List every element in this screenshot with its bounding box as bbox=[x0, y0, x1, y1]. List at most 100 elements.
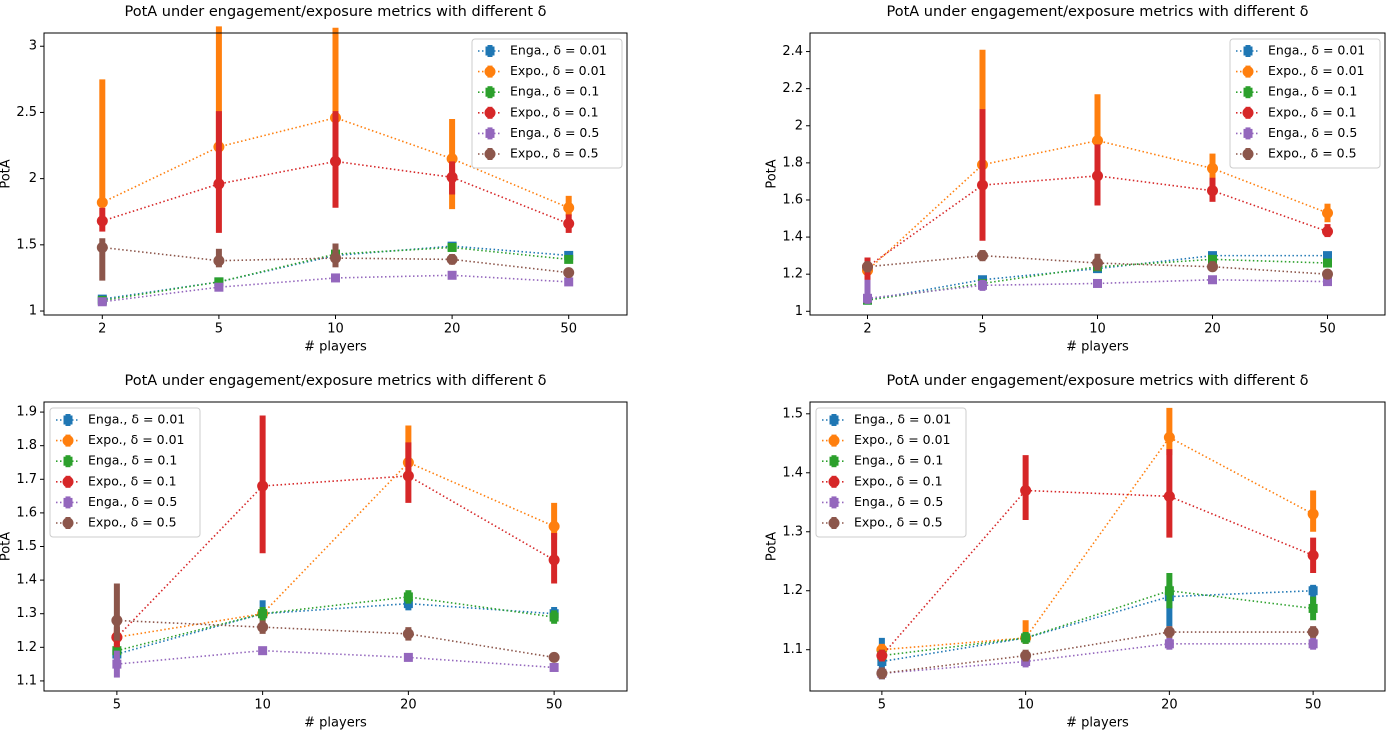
legend-label: Enga., δ = 0.5 bbox=[854, 494, 943, 509]
marker bbox=[977, 179, 988, 191]
marker bbox=[549, 612, 559, 622]
x-tick-label: 2 bbox=[863, 322, 871, 337]
x-tick-label: 50 bbox=[546, 698, 563, 713]
series-line bbox=[881, 643, 1314, 675]
legend-label: Expo., δ = 0.01 bbox=[510, 63, 606, 78]
y-tick-label: 1 bbox=[795, 304, 803, 319]
x-tick-label: 10 bbox=[327, 322, 344, 337]
series-line bbox=[881, 489, 1314, 657]
legend-label: Enga., δ = 0.01 bbox=[88, 412, 185, 427]
legend-label: Expo., δ = 0.1 bbox=[1268, 104, 1357, 119]
marker bbox=[876, 650, 888, 662]
x-tick-label: 20 bbox=[1204, 322, 1221, 337]
y-tick-label: 1.2 bbox=[782, 583, 803, 598]
marker bbox=[1307, 626, 1319, 638]
y-tick-label: 1.7 bbox=[16, 472, 37, 487]
marker bbox=[214, 277, 224, 287]
y-tick-label: 2 bbox=[795, 118, 803, 133]
legend-marker bbox=[485, 87, 495, 97]
y-tick-label: 1.6 bbox=[782, 192, 803, 207]
marker bbox=[563, 218, 575, 230]
y-tick-label: 2 bbox=[29, 171, 37, 186]
x-tick-label: 5 bbox=[113, 698, 121, 713]
x-tick-label: 20 bbox=[444, 322, 461, 337]
legend-label: Enga., δ = 0.1 bbox=[88, 453, 177, 468]
legend-marker bbox=[829, 456, 839, 466]
legend-marker bbox=[829, 497, 839, 507]
y-tick-label: 1.4 bbox=[16, 573, 37, 588]
marker bbox=[1092, 257, 1103, 269]
marker bbox=[549, 662, 559, 672]
marker bbox=[97, 297, 107, 307]
series-line bbox=[881, 631, 1314, 675]
legend-frame bbox=[49, 407, 201, 538]
legend-label: Expo., δ = 0.5 bbox=[1268, 146, 1357, 161]
marker bbox=[1208, 275, 1217, 285]
marker bbox=[548, 554, 560, 566]
legend: Enga., δ = 0.01 Expo., δ = 0.01 Enga., δ =… bbox=[815, 407, 967, 538]
marker bbox=[446, 253, 458, 265]
x-tick-label: 5 bbox=[878, 698, 886, 713]
legend-marker bbox=[484, 107, 496, 119]
y-tick-label: 1.5 bbox=[16, 539, 37, 554]
marker bbox=[1020, 484, 1032, 496]
y-axis-label: PotA bbox=[0, 532, 14, 561]
legend-label: Enga., δ = 0.01 bbox=[510, 43, 607, 58]
x-tick-label: 5 bbox=[215, 322, 223, 337]
marker bbox=[548, 651, 560, 663]
y-tick-label: 1.8 bbox=[782, 155, 803, 170]
series-line bbox=[867, 278, 1328, 300]
series-line bbox=[116, 649, 555, 669]
marker bbox=[1020, 650, 1032, 662]
y-tick-label: 1.2 bbox=[16, 640, 37, 655]
marker bbox=[1208, 254, 1217, 264]
marker bbox=[1322, 226, 1333, 238]
y-tick-label: 1.4 bbox=[782, 465, 803, 480]
x-tick-label: 5 bbox=[978, 322, 986, 337]
legend-marker bbox=[485, 128, 495, 138]
legend-marker bbox=[1243, 87, 1253, 97]
plot-area bbox=[96, 26, 575, 307]
series-line bbox=[116, 596, 555, 652]
legend-label: Expo., δ = 0.1 bbox=[88, 473, 177, 488]
legend-marker bbox=[828, 517, 840, 529]
axes-frame bbox=[809, 32, 1386, 316]
subplot: PotA under engagement/exposure metrics w… bbox=[0, 373, 628, 731]
marker bbox=[1163, 490, 1175, 502]
legend-label: Expo., δ = 0.1 bbox=[510, 104, 599, 119]
legend-label: Enga., δ = 0.01 bbox=[854, 412, 951, 427]
marker bbox=[1021, 633, 1031, 643]
marker bbox=[1323, 258, 1332, 268]
y-tick-label: 1.9 bbox=[16, 405, 37, 420]
x-tick-label: 50 bbox=[1305, 698, 1322, 713]
legend: Enga., δ = 0.01 Expo., δ = 0.01 Enga., δ =… bbox=[49, 407, 201, 538]
y-tick-label: 1.6 bbox=[16, 505, 37, 520]
marker bbox=[96, 196, 108, 208]
x-tick-label: 50 bbox=[1319, 322, 1336, 337]
marker bbox=[1307, 549, 1319, 561]
legend-label: Expo., δ = 0.5 bbox=[510, 146, 599, 161]
series-line bbox=[866, 139, 1328, 272]
x-tick-label: 10 bbox=[254, 698, 271, 713]
y-axis-label: PotA bbox=[765, 159, 780, 188]
marker bbox=[1308, 639, 1318, 649]
legend-marker bbox=[63, 415, 73, 425]
marker bbox=[1323, 251, 1332, 261]
marker bbox=[563, 202, 575, 214]
x-axis-label: # players bbox=[1066, 716, 1129, 731]
y-tick-label: 2.2 bbox=[782, 81, 803, 96]
legend-marker bbox=[484, 66, 496, 78]
x-tick-label: 10 bbox=[1089, 322, 1106, 337]
marker bbox=[564, 254, 574, 264]
chart-title: PotA under engagement/exposure metrics w… bbox=[124, 373, 546, 389]
legend-marker bbox=[63, 497, 73, 507]
marker bbox=[403, 652, 413, 662]
series-line bbox=[116, 461, 555, 639]
marker bbox=[1163, 431, 1175, 443]
legend-marker bbox=[1242, 66, 1254, 78]
legend-marker bbox=[62, 517, 74, 529]
y-tick-label: 1.8 bbox=[16, 438, 37, 453]
legend-marker bbox=[485, 46, 495, 56]
marker bbox=[330, 155, 341, 167]
series-line bbox=[116, 619, 555, 659]
